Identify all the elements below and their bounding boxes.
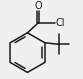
Text: O: O	[34, 1, 42, 11]
Text: Cl: Cl	[55, 18, 65, 28]
